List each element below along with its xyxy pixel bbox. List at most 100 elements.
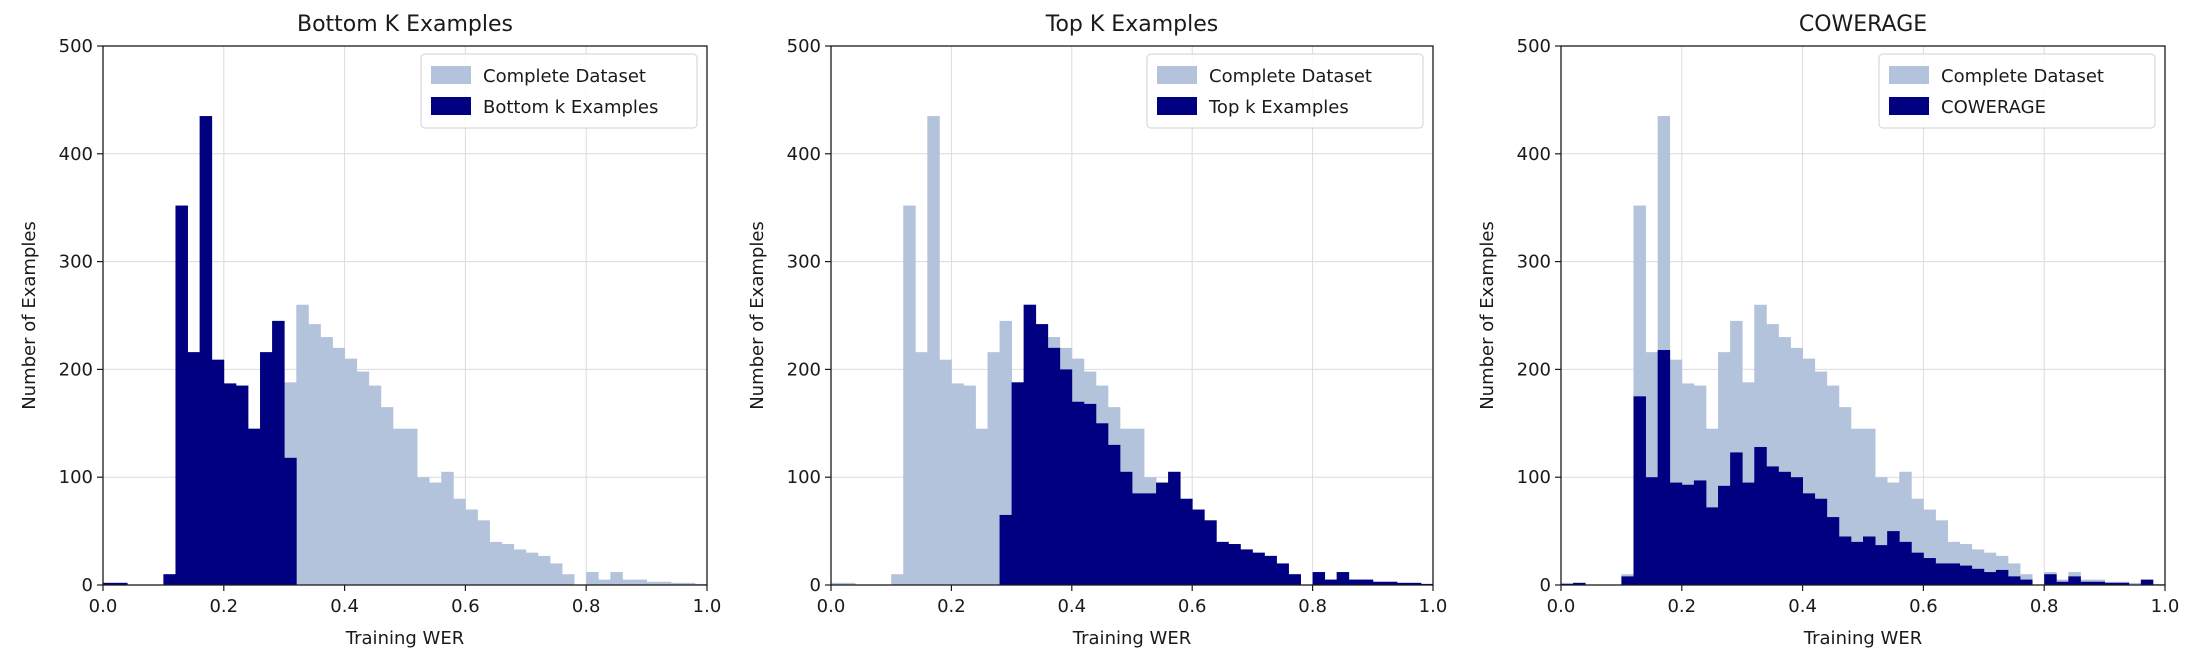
x-tick-label: 0.4 (1788, 596, 1817, 617)
histogram-bar (634, 579, 647, 585)
histogram-bar (1047, 347, 1061, 585)
y-tick-label: 0 (82, 575, 93, 596)
histogram-bar (2020, 579, 2033, 585)
histogram-bar (1971, 568, 1985, 585)
histogram-bar (1947, 563, 1961, 585)
x-tick-label: 0.2 (209, 596, 238, 617)
histogram-bar (441, 471, 454, 585)
y-axis-label: Number of Examples (19, 221, 40, 410)
histogram-bar (1312, 572, 1326, 585)
histogram-bar (417, 477, 430, 585)
histogram-bar (1204, 520, 1217, 585)
histogram-bar (1826, 517, 1840, 585)
histogram-bar (356, 371, 370, 585)
histogram-bar (1083, 403, 1097, 585)
histogram-bar (1875, 545, 1888, 585)
histogram-bar (1228, 544, 1241, 585)
histogram-bar (513, 549, 527, 585)
histogram-bar (1059, 369, 1073, 585)
y-tick-label: 200 (787, 359, 821, 380)
histogram-bar (1264, 555, 1277, 585)
histogram-bar (284, 457, 297, 585)
histogram-bar (1384, 581, 1398, 585)
legend-label: Top k Examples (1208, 97, 1349, 118)
histogram-bar (1216, 541, 1229, 585)
histogram-bar (951, 383, 964, 585)
legend-swatch (1157, 66, 1197, 84)
histogram-bar (1923, 558, 1936, 585)
histogram-bar (1573, 582, 1586, 585)
y-tick-label: 300 (59, 252, 93, 273)
y-tick-label: 0 (1540, 575, 1551, 596)
histogram-bar (1252, 552, 1265, 585)
y-tick-label: 500 (787, 36, 821, 57)
histogram-bar (586, 572, 599, 585)
histogram-bar (622, 579, 635, 585)
x-axis-label: Training WER (345, 628, 464, 649)
x-tick-label: 0.8 (2030, 596, 2059, 617)
histogram-bar (658, 581, 672, 585)
legend-box (420, 53, 698, 129)
histogram-bar (1408, 582, 1422, 585)
histogram-bar (987, 352, 1000, 585)
histogram-bar (247, 428, 261, 585)
histogram-bar (1240, 549, 1253, 585)
histogram-bar (610, 572, 623, 585)
series-highlight (1561, 349, 2154, 585)
histogram-bar (1766, 466, 1779, 585)
histogram-bar (465, 509, 478, 585)
y-tick-label: 100 (1517, 467, 1551, 488)
histogram-bar (1681, 484, 1695, 585)
legend-swatch (1889, 97, 1929, 115)
histogram-bar (598, 579, 611, 585)
axes-frame (102, 45, 708, 586)
x-tick-label: 0.2 (1667, 596, 1696, 617)
legend: Complete Dataset COWERAGE (1878, 53, 2156, 129)
histogram-bar (223, 383, 237, 585)
x-tick-label: 0.2 (937, 596, 966, 617)
histogram-bar (2140, 579, 2154, 585)
histogram-bar (646, 581, 660, 585)
x-tick-label: 0.6 (1909, 596, 1938, 617)
histogram-bar (1180, 498, 1193, 585)
histogram-bar (1035, 324, 1049, 585)
series-highlight (999, 304, 1434, 585)
histogram-bar (1838, 536, 1852, 585)
histogram-bar (1276, 563, 1289, 585)
histogram-bar (1156, 482, 1169, 585)
histogram-bar (891, 574, 904, 585)
histogram-bar (682, 582, 696, 585)
histogram-bar (537, 555, 551, 585)
legend-swatch (431, 97, 471, 115)
axes-frame (830, 45, 1434, 586)
histogram-bar (453, 498, 466, 585)
histogram-bar (115, 582, 128, 585)
x-tick-label: 0.8 (1298, 596, 1327, 617)
histogram-bar (1144, 493, 1157, 585)
legend-label: Bottom k Examples (483, 97, 658, 118)
histogram-bar (1802, 493, 1816, 585)
histogram-bar (175, 205, 188, 585)
axes-frame (1560, 45, 2166, 586)
histogram-bar (344, 358, 358, 585)
y-tick-label: 500 (1517, 36, 1551, 57)
chart-panel-1: 0.0 0.2 0.4 0.6 0.8 1.0 0 100 200 300 400 500 Bottom… (19, 12, 721, 649)
histogram-bar (1372, 581, 1386, 585)
x-tick-label: 0.4 (330, 596, 359, 617)
histogram-bar (1983, 572, 1997, 585)
histogram-bar (549, 563, 563, 585)
y-axis-label: Number of Examples (1477, 221, 1498, 410)
legend-box (1146, 53, 1424, 129)
legend: Complete Dataset Bottom k Examples (420, 53, 698, 129)
x-tick-label: 0.0 (1547, 596, 1576, 617)
legend-swatch (1889, 66, 1929, 84)
histogram-bar (2080, 581, 2093, 585)
y-axis-label: Number of Examples (747, 221, 768, 410)
legend-label: Complete Dataset (1209, 66, 1372, 87)
histogram-bar (831, 582, 844, 585)
histogram-bar (2128, 582, 2142, 585)
histogram-bar (1814, 498, 1828, 585)
x-axis-label: Training WER (1072, 628, 1191, 649)
histogram-bar (1899, 541, 1912, 585)
